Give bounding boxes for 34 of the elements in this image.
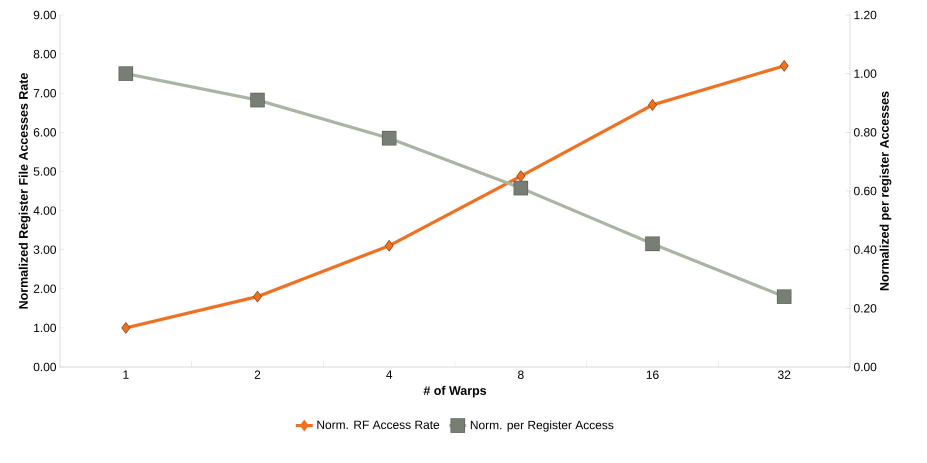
y-tick-label: 8.00	[34, 50, 56, 58]
y-tick-label: 4.00	[33, 206, 56, 215]
y-tick-label: 2.00	[34, 284, 56, 294]
point	[253, 290, 262, 302]
y-tick-label: 1.00	[34, 324, 56, 332]
point	[780, 60, 789, 72]
x-tick-label: 1	[123, 370, 129, 379]
point	[516, 170, 526, 182]
point	[384, 240, 394, 252]
x-tick-label: 32	[778, 370, 790, 379]
y-tick-label: 3.00	[34, 245, 56, 254]
y-tick-label: 5.00	[34, 167, 56, 176]
legend-label: Norm. RF Access Rate	[317, 420, 440, 430]
x-tick-label: 8	[518, 370, 524, 379]
y2-tick-label: 0.40	[854, 245, 876, 254]
y-tick-label: 7.00	[34, 89, 56, 98]
x-tick-label: 4	[386, 370, 392, 379]
x-tick-label: 2	[254, 370, 260, 379]
x-axis-title: # of Warps	[424, 386, 486, 398]
y-tick-label: 6.00	[34, 128, 56, 137]
point	[648, 99, 657, 111]
y-axis-title: Normalized Register File Accesses Rate	[18, 73, 30, 309]
y-tick-label: 0.00	[34, 362, 56, 372]
y2-tick-label: 1.20	[854, 10, 876, 20]
y2-tick-label: 1.00	[854, 69, 876, 78]
y2-tick-label: 0.60	[854, 186, 876, 196]
y2-axis-title: Normalized per register Accesses	[880, 92, 892, 290]
point	[121, 322, 130, 334]
y-tick-label: 9.00	[34, 10, 56, 20]
y2-tick-label: 0.80	[854, 128, 876, 137]
y2-tick-label: 0.20	[854, 304, 876, 313]
legend-label: Norm. per Register Access	[470, 420, 614, 432]
x-tick-label: 16	[646, 370, 659, 379]
y2-tick-label: 0.00	[854, 362, 876, 372]
